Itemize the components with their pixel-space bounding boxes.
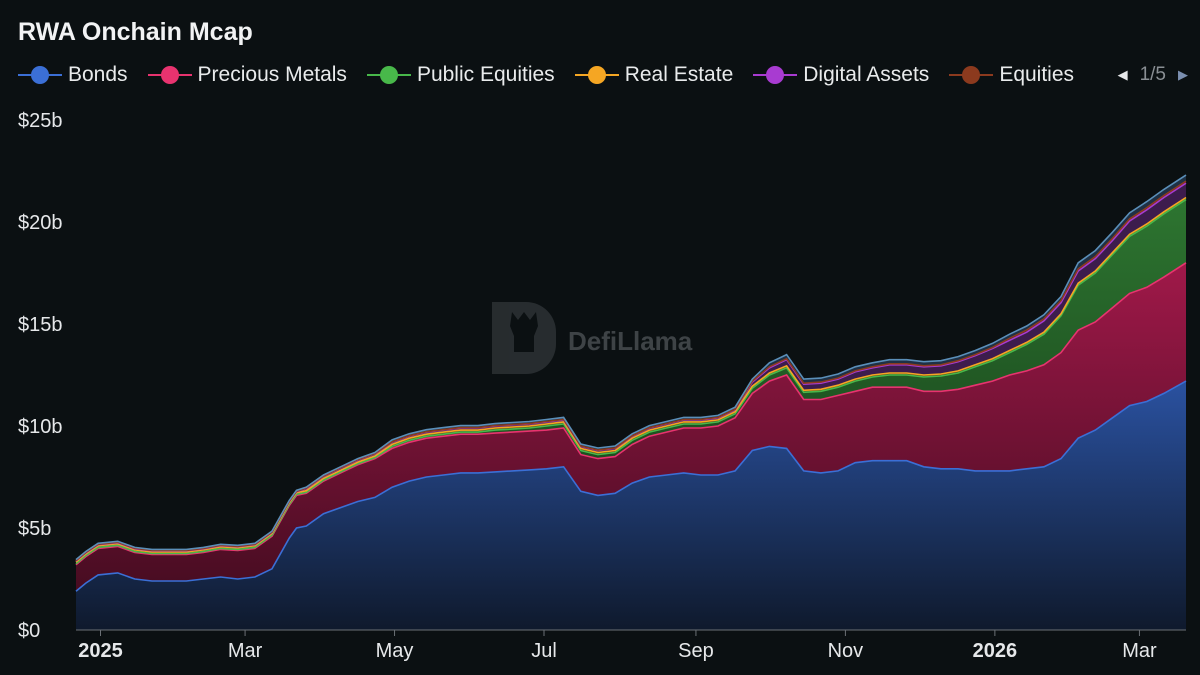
area-public-equities [76, 199, 1186, 565]
x-tick-label: Mar [228, 640, 263, 662]
legend-label: Equities [999, 63, 1075, 86]
llama-head-icon [510, 312, 538, 352]
stacked-areas [75, 174, 1187, 630]
y-tick-label: $5b [18, 518, 51, 540]
y-axis: $0 $5b $10b $15b $20b $25b [18, 110, 63, 642]
legend-item-digital-assets[interactable]: Digital Assets [753, 63, 929, 87]
y-tick-label: $0 [18, 620, 40, 642]
legend: Bonds Precious Metals Public Equities Re… [18, 62, 1200, 88]
x-tick-label: Jul [531, 640, 557, 662]
series-line-other [75, 174, 1187, 561]
triangle-left-icon[interactable]: ◀ [1117, 67, 1128, 82]
y-tick-label: $25b [18, 110, 63, 132]
legend-item-equities[interactable]: Equities [949, 63, 1074, 87]
legend-item-bonds[interactable]: Bonds [18, 63, 128, 87]
legend-label: Digital Assets [803, 63, 930, 86]
llama-logo-icon [492, 302, 556, 374]
series-line-public-equities [75, 198, 1187, 565]
legend-marker-icon [147, 65, 192, 85]
chart-title: RWA Onchain Mcap [18, 18, 253, 46]
legend-marker-icon [18, 65, 62, 85]
legend-item-real-estate[interactable]: Real Estate [574, 63, 734, 87]
legend-label: Bonds [68, 63, 128, 86]
x-tick-label: Nov [828, 640, 864, 662]
area-precious-metals [76, 262, 1186, 592]
y-tick-label: $15b [18, 314, 63, 336]
triangle-right-icon[interactable]: ▶ [1178, 67, 1188, 82]
series-line-precious-metals [75, 262, 1187, 566]
legend-item-public-equities[interactable]: Public Equities [366, 63, 555, 87]
watermark: DefiLlama [492, 302, 693, 374]
legend-label: Real Estate [624, 63, 734, 86]
area-bonds [76, 381, 1186, 630]
series-line-equities [75, 180, 1187, 562]
x-tick-label: Mar [1122, 640, 1157, 662]
x-tick-label: 2025 [78, 640, 123, 662]
legend-marker-icon [949, 65, 994, 85]
legend-label: Public Equities [416, 63, 555, 86]
y-tick-label: $20b [18, 212, 63, 234]
legend-pager: ◀ 1/5 ▶ [1103, 62, 1188, 88]
x-tick-label: 2026 [973, 640, 1018, 662]
legend-marker-icon [366, 65, 411, 85]
watermark-text: DefiLlama [568, 326, 693, 356]
legend-marker-icon [753, 65, 798, 85]
series-line-real-estate [75, 196, 1187, 563]
y-tick-label: $10b [18, 416, 63, 438]
legend-marker-icon [574, 65, 619, 85]
legend-label: Precious Metals [197, 63, 347, 86]
legend-item-precious-metals[interactable]: Precious Metals [147, 63, 347, 87]
series-line-bonds [75, 380, 1187, 592]
x-axis: 2025 Mar May Jul Sep Nov 2026 Mar [76, 629, 1186, 662]
x-tick-label: Sep [678, 640, 714, 662]
x-tick-label: May [376, 640, 414, 662]
legend-page-indicator: 1/5 [1139, 64, 1166, 85]
